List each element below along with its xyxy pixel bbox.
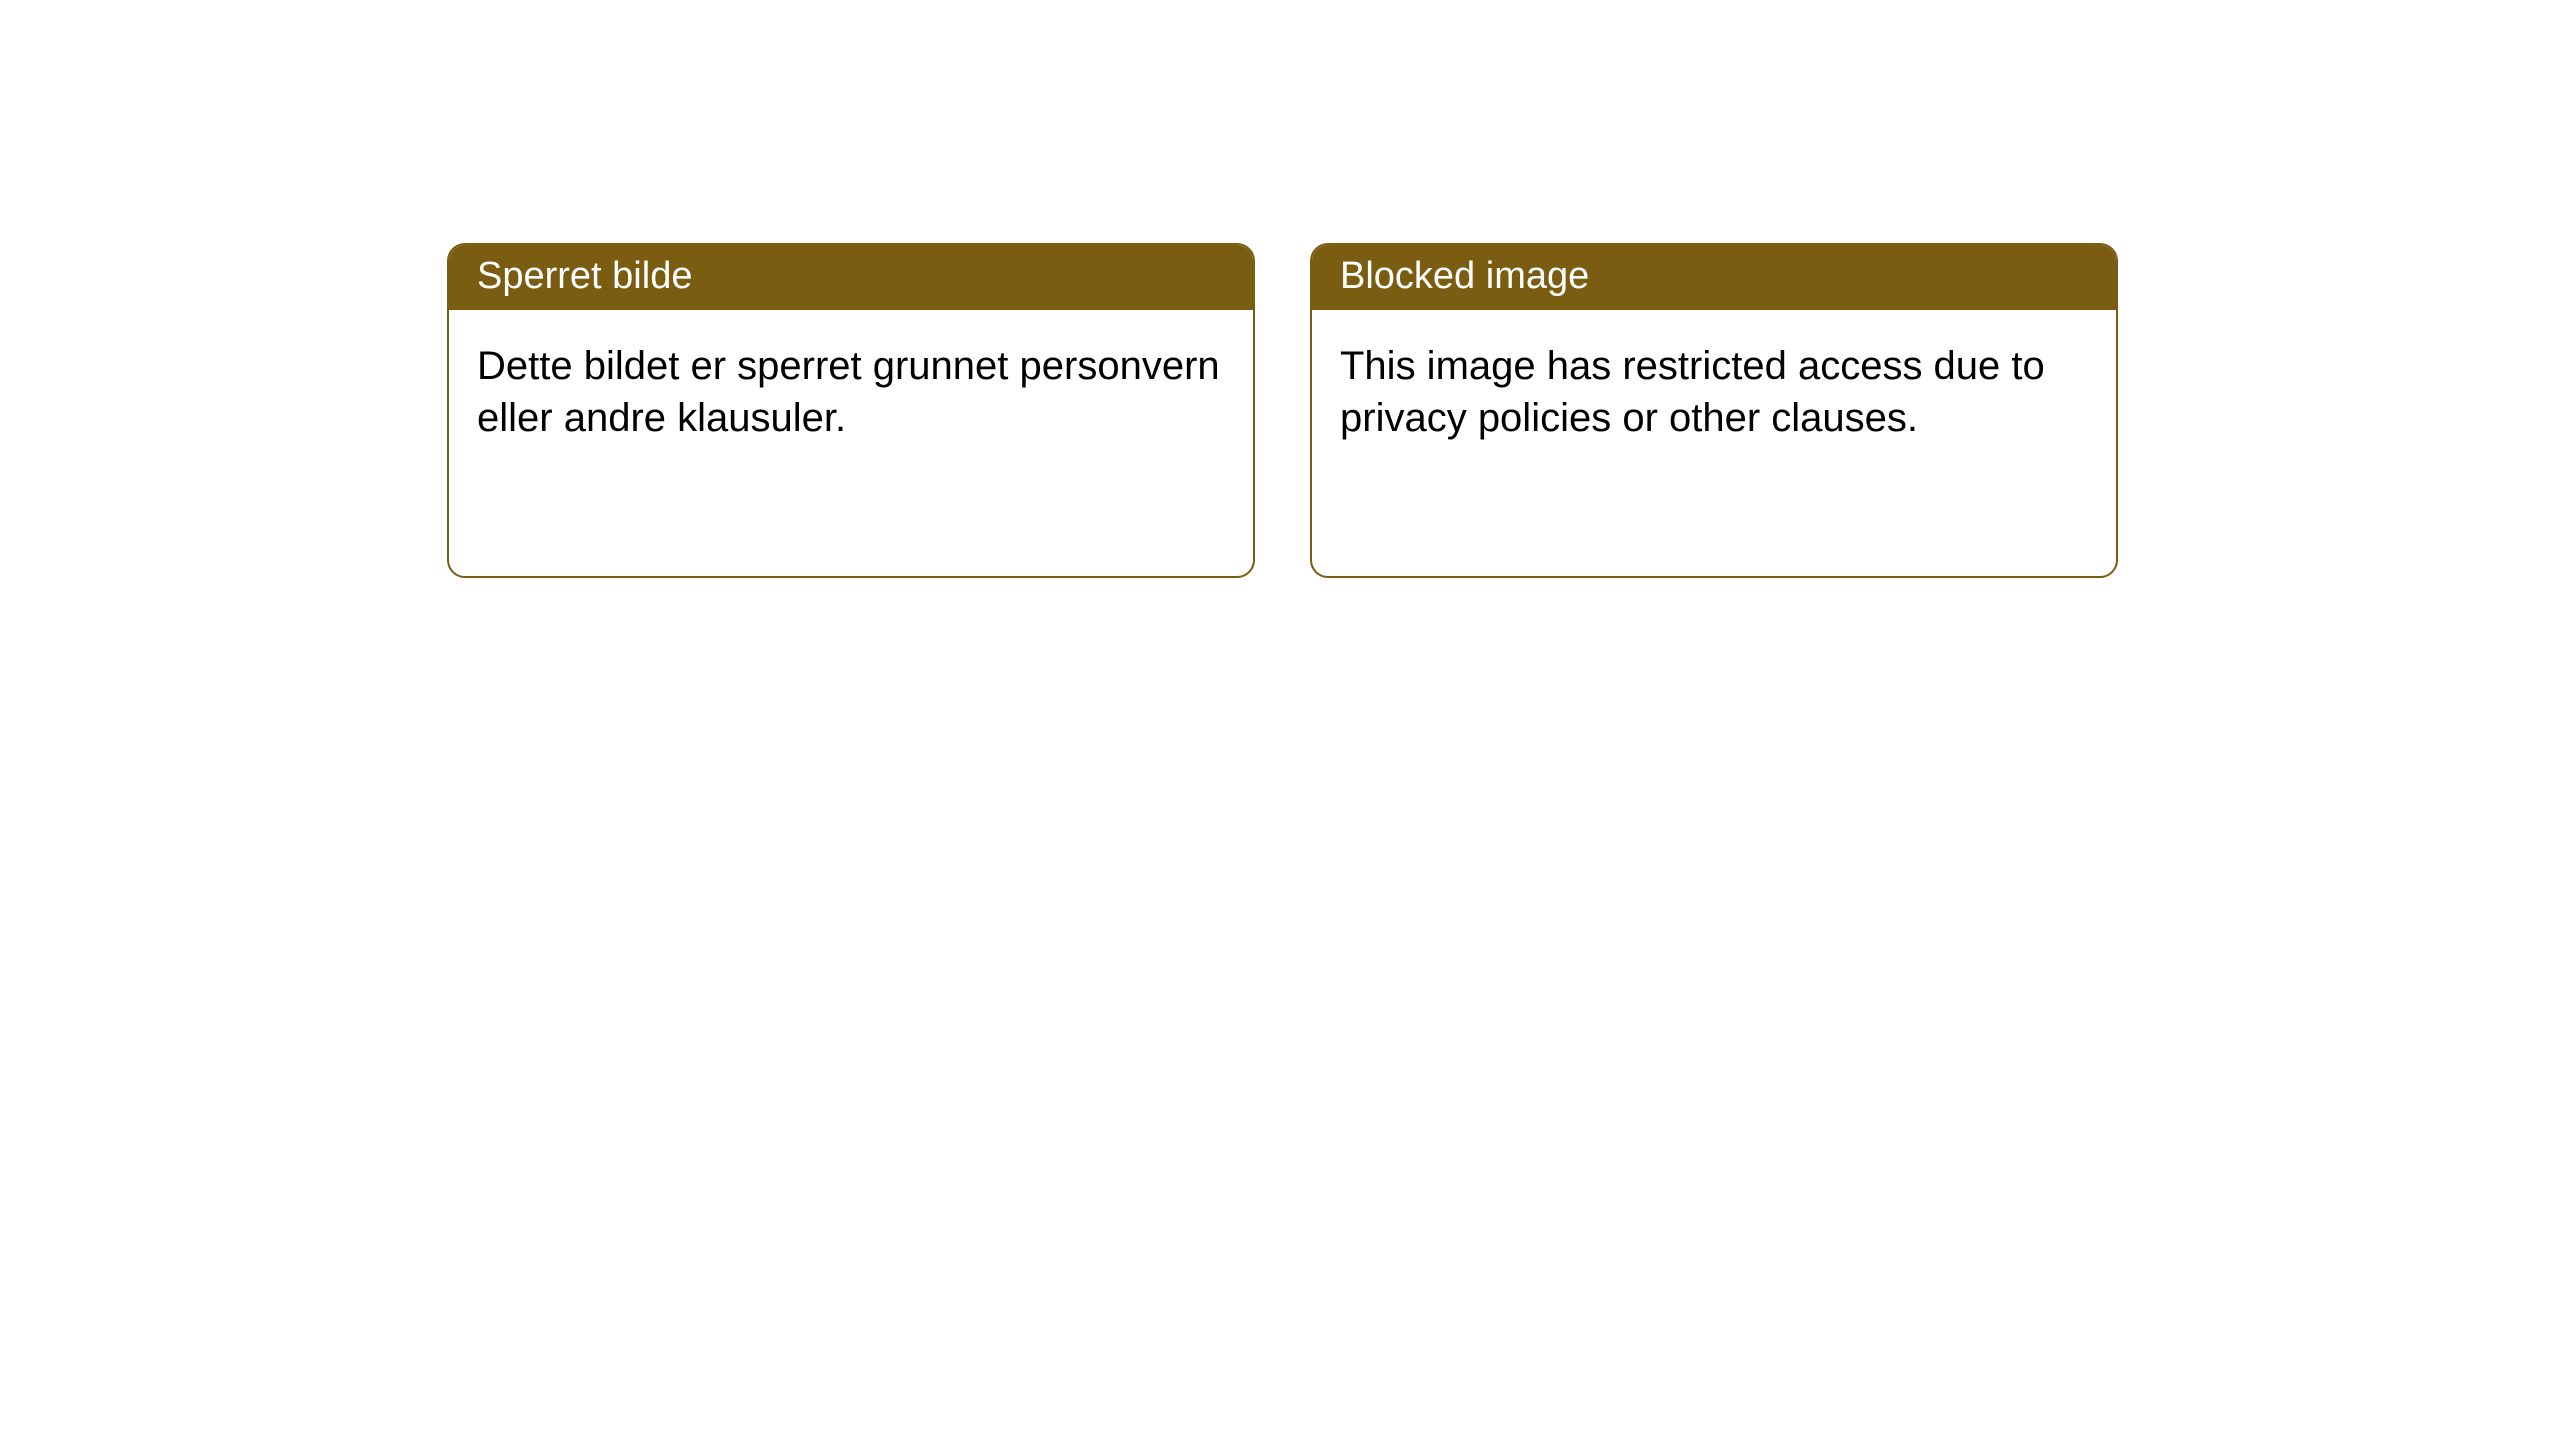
notice-card-title: Blocked image (1312, 245, 2116, 310)
notice-card-body: Dette bildet er sperret grunnet personve… (449, 310, 1253, 474)
notice-card-title: Sperret bilde (449, 245, 1253, 310)
notice-card-body: This image has restricted access due to … (1312, 310, 2116, 474)
notice-card-norwegian: Sperret bilde Dette bildet er sperret gr… (447, 243, 1255, 578)
notice-card-english: Blocked image This image has restricted … (1310, 243, 2118, 578)
notice-card-container: Sperret bilde Dette bildet er sperret gr… (447, 243, 2118, 578)
